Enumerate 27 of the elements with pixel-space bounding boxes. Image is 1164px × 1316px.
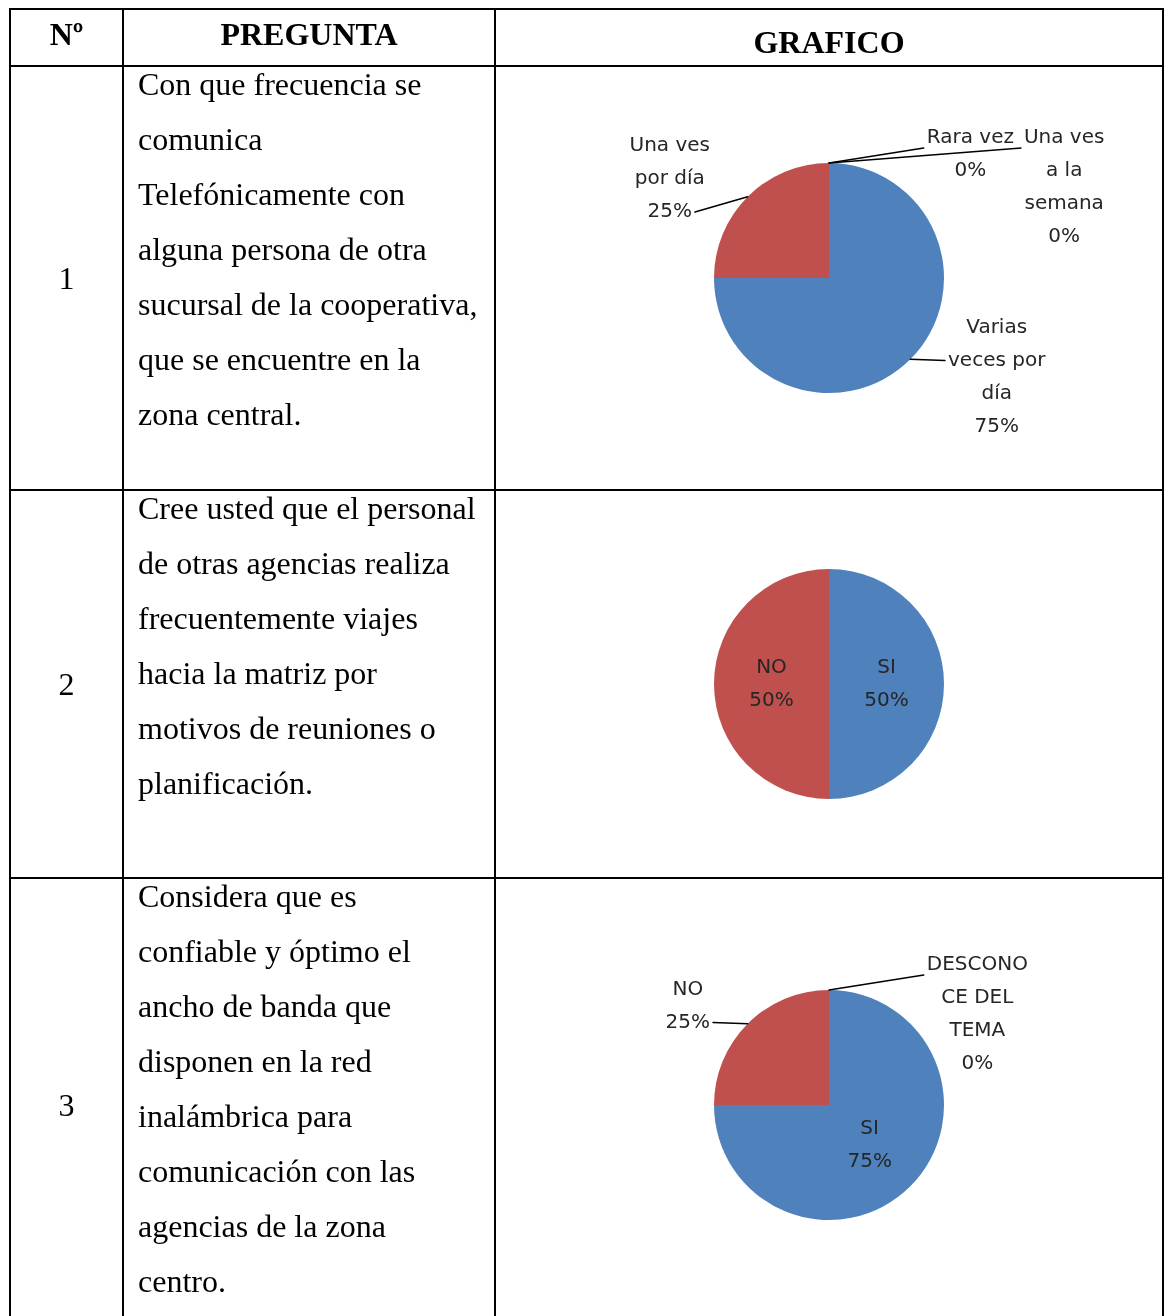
legend-label: DESCONOCE DEL TEMA [926,950,1028,1041]
text: 1 [57,259,76,298]
data-label: 25% [665,1008,711,1033]
slice-label: NO [672,975,704,1000]
slice-label: SI [860,1114,879,1139]
text: Considera que es confiable y óptimo el ancho de banda que disponen en la red inalámbrica para comunicación con las agencias de la zona centro. [138,877,417,1301]
text: 0% [1048,223,1081,248]
text: 3 [57,1085,76,1125]
text: PREGUNTA [219,15,399,54]
data-label: 50% [864,686,909,711]
text: 0% [961,1049,994,1074]
text: Con que frecuencia se comunica Telefónicamente con alguna persona de otra sucursal de la cooperativa, que se encuentre en la zona central. [138,65,479,434]
slice-label: Una ves por día [629,132,711,190]
slice-label: NO [756,653,787,678]
text: Cree usted que el personal de otras agencias realiza frecuentemente viajes hacia la matriz por motivos de reuniones o planificación. [138,489,477,803]
text: 2 [57,665,76,704]
text: Nº [48,15,85,54]
slice-label: Varias veces por día [947,313,1047,404]
data-label: 75% [974,412,1019,437]
slice-label: SI [877,653,896,678]
text: GRAFICO [752,23,906,62]
category-label: Una ves a la semana [1023,124,1105,215]
text: 0% [954,157,987,182]
category-label: Rara vez [926,124,1014,149]
data-label: 25% [647,198,692,223]
data-label: 75% [847,1147,892,1172]
data-label: 50% [749,686,794,711]
